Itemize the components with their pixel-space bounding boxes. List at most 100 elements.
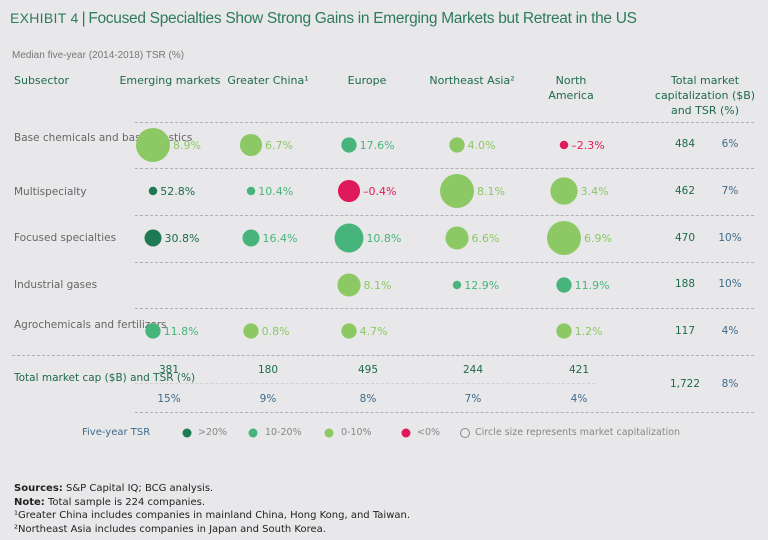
bubble — [449, 137, 465, 153]
legend-swatch — [248, 428, 258, 438]
row-total-tsr: 10% — [718, 232, 742, 244]
row-total-cap: 188 — [674, 278, 696, 290]
bubble — [556, 323, 572, 339]
sources-text: S&P Capital IQ; BCG analysis. — [65, 483, 214, 494]
legend-item-over-20: >20% — [198, 427, 228, 438]
column-header-greater-china: Greater China¹ — [227, 74, 309, 87]
bubble-label: 30.8% — [165, 232, 200, 245]
bubble-label: 8.9% — [173, 139, 201, 152]
chart-subtitle: Median five-year (2014-2018) TSR (%) — [12, 50, 185, 61]
legend-title: Five-year TSR — [82, 427, 151, 438]
exhibit-number: Exhibit 4 — [10, 10, 79, 26]
bubble-label: 1.2% — [575, 325, 603, 338]
legend-size-note: Circle size represents market capitaliza… — [475, 427, 681, 438]
row-divider — [135, 262, 754, 263]
row-divider — [135, 215, 754, 216]
note-text: Total sample is 224 companies. — [48, 496, 205, 508]
note-label: Note: — [14, 496, 45, 508]
region-total-tsr: 7% — [464, 393, 482, 405]
column-header-emerging-markets: Emerging markets — [119, 74, 221, 87]
row-total-cap: 484 — [674, 138, 696, 150]
row-total-tsr: 6% — [721, 138, 739, 150]
bubble-label: 6.6% — [472, 232, 500, 245]
exhibit-title: Exhibit 4 | Focused Specialties Show Stron… — [10, 10, 637, 28]
row-divider — [12, 355, 754, 356]
bubble-label: 52.8% — [160, 185, 195, 198]
bubble — [556, 277, 572, 293]
bubble-label: 10.8% — [366, 232, 401, 245]
row-label-multispecialty: Multispecialty — [14, 186, 87, 198]
bubble-label: –0.4% — [363, 185, 396, 198]
row-label-industrial-gases: Industrial gases — [14, 279, 98, 291]
region-total-cap: 381 — [158, 364, 180, 376]
footnotes: Sources: S&P Capital IQ; BCG analysis. N… — [14, 482, 410, 536]
region-total-cap: 244 — [462, 364, 484, 376]
bubble-label: 12.9% — [464, 279, 499, 292]
totals-inner-divider — [135, 383, 595, 384]
bubble-label: 4.0% — [468, 139, 496, 152]
bubble-label: 11.9% — [575, 279, 610, 292]
row-label-agrochemicals: Agrochemicals and fertilizers — [14, 319, 167, 331]
bubble-label: 3.4% — [581, 185, 609, 198]
footnote-2: ²Northeast Asia includes companies in Ja… — [14, 523, 326, 535]
column-header-northeast-asia: Northeast Asia² — [429, 74, 515, 87]
bubble — [242, 229, 260, 247]
column-header-total: Total market capitalization ($B) and TSR… — [654, 74, 756, 117]
row-label-focused-specialties: Focused specialties — [14, 232, 117, 244]
row-total-cap: 470 — [674, 232, 696, 244]
title-separator: | — [81, 10, 86, 27]
row-total-tsr: 4% — [721, 325, 739, 337]
row-label-totals: Total market cap ($B) and TSR (%) — [14, 372, 196, 384]
bubble — [341, 323, 357, 339]
bubble — [452, 280, 462, 290]
bubble — [440, 174, 474, 208]
row-divider — [135, 412, 754, 413]
bubble-label: 8.1% — [477, 185, 505, 198]
footnote-1: ¹Greater China includes companies in mai… — [14, 510, 411, 521]
bubble — [559, 140, 569, 150]
legend-size-swatch — [460, 428, 470, 438]
bubble — [547, 221, 581, 255]
row-total-tsr: 7% — [721, 185, 739, 197]
title-text: Focused Specialties Show Strong Gains in… — [88, 10, 637, 27]
bubble-label: 11.8% — [164, 325, 199, 338]
sources-line: Sources: S&P Capital IQ; BCG analysis. — [14, 482, 410, 496]
bubble-label: 6.7% — [265, 139, 293, 152]
bubble — [136, 128, 170, 162]
legend-swatch — [401, 428, 411, 438]
legend-swatch — [182, 428, 192, 438]
bubble-label: 0.8% — [262, 325, 290, 338]
note-line: Note: Total sample is 224 companies. — [14, 496, 410, 510]
bubble — [445, 226, 469, 250]
bubble-label: 6.9% — [584, 232, 612, 245]
grand-total-cap: 1,722 — [669, 378, 701, 390]
bubble-label: 8.1% — [364, 279, 392, 292]
region-total-cap: 421 — [568, 364, 590, 376]
legend-item-10-20: 10-20% — [265, 427, 302, 438]
bubble — [243, 323, 259, 339]
bubble — [337, 273, 361, 297]
column-header-subsector: Subsector — [14, 74, 70, 87]
bubble — [246, 186, 256, 196]
region-total-tsr: 15% — [157, 393, 181, 405]
bubble-label: 10.4% — [258, 185, 293, 198]
bubble — [341, 137, 357, 153]
bubble — [239, 133, 263, 157]
region-total-cap: 180 — [257, 364, 279, 376]
row-total-tsr: 10% — [718, 278, 742, 290]
region-total-tsr: 4% — [570, 393, 588, 405]
column-header-europe: Europe — [347, 74, 387, 87]
legend-item-0-10: 0-10% — [341, 427, 372, 438]
region-total-cap: 495 — [357, 364, 379, 376]
bubble-label: 16.4% — [263, 232, 298, 245]
bubble — [337, 179, 361, 203]
bubble — [148, 186, 158, 196]
grand-total-tsr: 8% — [721, 378, 739, 390]
bubble — [334, 223, 364, 253]
legend-item-negative: <0% — [417, 427, 441, 438]
bubble-label: 17.6% — [360, 139, 395, 152]
sources-label: Sources: — [14, 483, 63, 494]
column-header-north-america: North America — [548, 74, 594, 102]
row-divider — [135, 122, 754, 123]
